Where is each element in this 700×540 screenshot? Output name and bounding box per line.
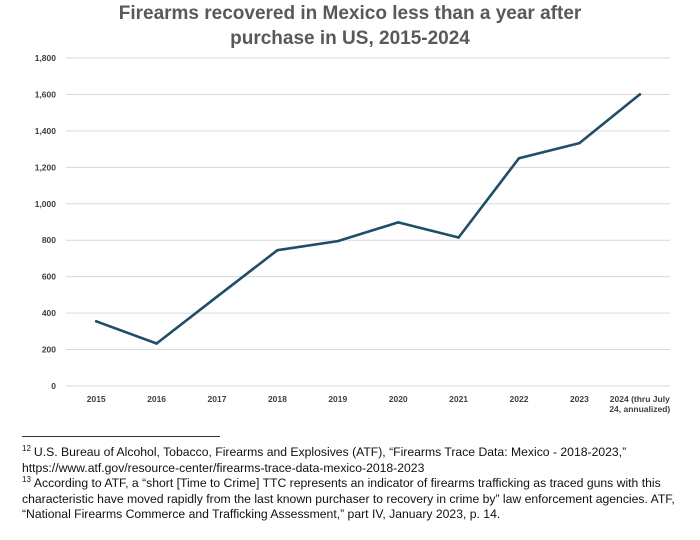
y-tick-label: 600 [42,272,56,282]
line-chart: Firearms recovered in Mexico less than a… [35,3,671,414]
x-tick-label: 2018 [268,394,287,404]
data-point [94,320,98,323]
footnote-text: According to ATF, a “short [Time to Crim… [22,476,675,522]
x-tick-label-line: 2022 [510,394,529,404]
x-tick-label-line: 2016 [147,394,166,404]
x-tick-label: 2021 [449,394,468,404]
footnote-13: 13 According to ATF, a “short [Time to Cr… [22,476,692,523]
x-tick-label-line: 2023 [570,394,589,404]
data-point [276,248,279,252]
y-tick-label: 1,200 [35,162,57,172]
x-tick-label-line: 2018 [268,394,287,404]
footnote-divider [22,436,220,437]
gridlines [66,57,670,387]
y-tick-label: 0 [51,381,56,391]
x-tick-label: 2020 [389,394,408,404]
series [94,93,642,345]
data-point [457,236,460,239]
x-tick-label-line: 2019 [328,394,347,404]
chart-svg: Firearms recovered in Mexico less than a… [35,3,671,414]
chart-title: Firearms recovered in Mexico less than a… [119,3,582,49]
x-tick-label: 2024 (thru July 24, annualized) [609,394,670,414]
y-tick-label: 1,400 [35,126,57,136]
x-tick-label: 2023 [570,394,589,404]
chart-title-line: purchase in US, 2015-2024 [230,28,470,49]
footnote-number: 13 [22,475,31,485]
series-line [94,93,642,345]
x-tick-label-line: 2020 [389,394,408,404]
x-tick-label-line: 2021 [449,394,468,404]
x-tick-label: 2015 [87,394,106,404]
footnotes: 12 U.S. Bureau of Alcohol, Tobacco, Firea… [22,436,692,523]
data-point [517,156,521,160]
x-tick-label-line: 2024 (thru July [610,394,670,404]
y-axis-ticks: 0 200 400 600 800 1,000 1,200 1,400 1,600 1,800 [35,53,57,391]
footnote-number: 12 [22,443,31,453]
x-tick-label-line: 24, annualized) [609,404,670,414]
y-tick-label: 800 [42,235,56,245]
data-point [215,295,219,299]
x-tick-label: 2016 [147,394,166,404]
y-tick-label: 400 [42,308,56,318]
y-tick-label: 1,000 [35,199,57,209]
y-tick-label: 200 [42,345,56,355]
footnote-12: 12 U.S. Bureau of Alcohol, Tobacco, Firea… [22,443,692,476]
y-tick-label: 1,600 [35,89,57,99]
data-point [638,93,642,96]
data-point [155,342,158,345]
x-axis-ticks: 2015 2016 2017 2018 2019 2020 2021 2022 2023 2024… [87,394,671,414]
x-tick-label-line: 2017 [208,394,227,404]
x-tick-label: 2017 [208,394,227,404]
x-tick-label: 2019 [328,394,347,404]
data-point [578,141,581,145]
chart-title-line: Firearms recovered in Mexico less than a… [119,3,582,24]
y-tick-label: 1,800 [35,53,57,63]
data-point [396,221,400,224]
x-tick-label-line: 2015 [87,394,106,404]
x-tick-label: 2022 [510,394,529,404]
footnote-text: U.S. Bureau of Alcohol, Tobacco, Firearm… [22,445,627,475]
data-point [336,239,340,243]
